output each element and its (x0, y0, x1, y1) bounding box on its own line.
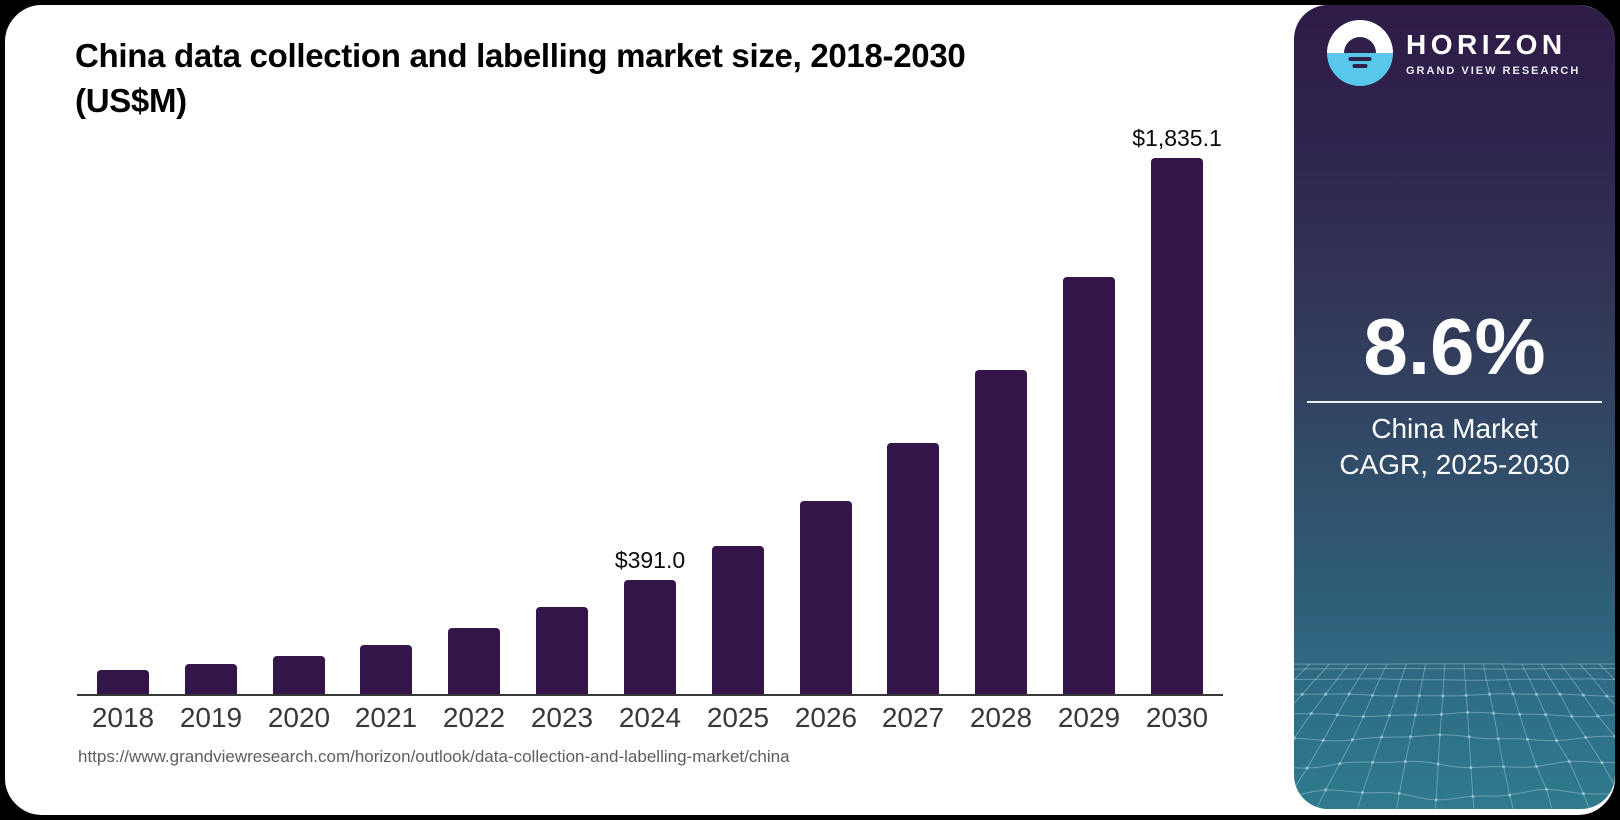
mesh-pattern-icon (1294, 663, 1615, 809)
x-axis-label: 2024 (618, 702, 682, 733)
bar (1063, 277, 1115, 694)
bar (624, 580, 676, 694)
brand-text-block: HORIZON GRAND VIEW RESEARCH (1406, 29, 1580, 77)
bar-chart: 2018 2019 2020 2021 2022 2023 2024 $391.0 2025 20… (5, 5, 1615, 815)
stat-divider (1307, 401, 1602, 403)
x-axis-label: 2028 (969, 702, 1033, 733)
logo-reflection-line (1352, 64, 1368, 68)
logo-sun-dome (1344, 37, 1376, 53)
horizon-sun-logo-icon (1327, 20, 1393, 86)
bar (975, 370, 1027, 694)
x-axis-label: 2029 (1057, 702, 1121, 733)
logo-reflection-line (1348, 57, 1372, 61)
brand-logo: HORIZON GRAND VIEW RESEARCH (1327, 20, 1580, 86)
brand-subtitle: GRAND VIEW RESEARCH (1406, 65, 1581, 77)
stat-market-label: China Market (1371, 413, 1538, 444)
bar (800, 501, 852, 694)
chart-title: China data collection and labelling mark… (75, 37, 966, 119)
x-axis-label: 2019 (179, 702, 243, 733)
bar (185, 664, 237, 694)
x-axis-label: 2022 (442, 702, 506, 733)
bar (273, 656, 325, 694)
brand-name: HORIZON (1406, 29, 1567, 60)
bar-value-label: $1,835.1 (1132, 125, 1222, 151)
x-axis-label: 2027 (881, 702, 945, 733)
x-axis-label: 2025 (706, 702, 770, 733)
bar (887, 443, 939, 694)
bar (712, 546, 764, 694)
cagr-value: 8.6% (1363, 302, 1546, 391)
x-axis-label: 2030 (1145, 702, 1209, 733)
x-axis-label: 2026 (794, 702, 858, 733)
x-axis-label: 2018 (91, 702, 155, 733)
x-axis-line (77, 694, 1223, 696)
x-axis-label: 2021 (354, 702, 418, 733)
x-axis-label: 2020 (267, 702, 331, 733)
source-url: https://www.grandviewresearch.com/horizo… (78, 747, 790, 766)
stat-cagr-period: CAGR, 2025-2030 (1339, 449, 1570, 480)
bar-value-label: $391.0 (614, 547, 686, 573)
brand-panel: HORIZON GRAND VIEW RESEARCH 8.6% China M… (1294, 5, 1615, 809)
bar (97, 670, 149, 694)
bar (536, 607, 588, 694)
bar (1151, 158, 1203, 694)
bar (448, 628, 500, 694)
x-axis-label: 2023 (530, 702, 594, 733)
bar (360, 645, 412, 694)
